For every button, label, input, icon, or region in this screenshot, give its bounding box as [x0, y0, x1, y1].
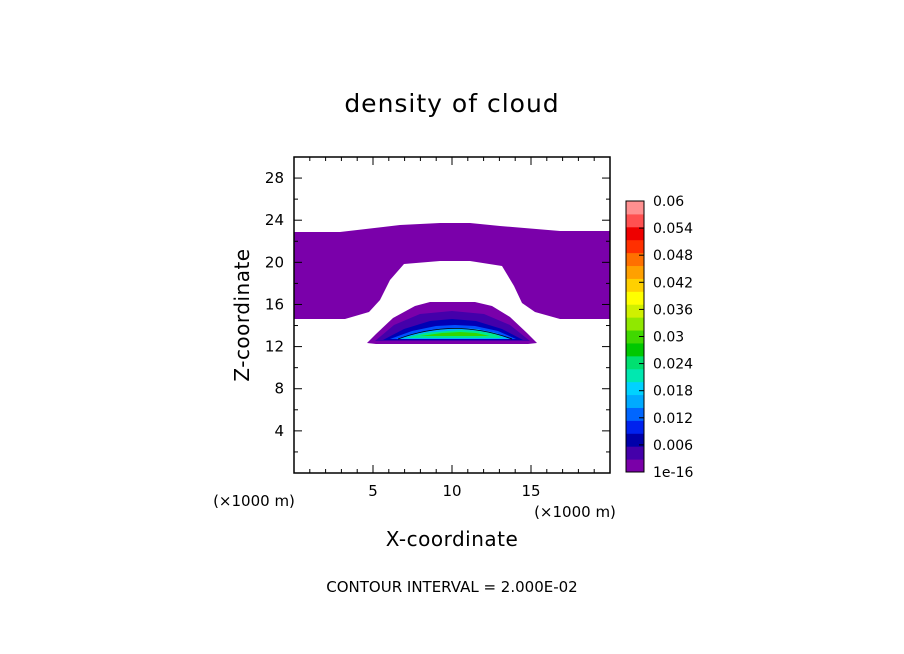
y-unit-label: (×1000 m): [213, 492, 295, 510]
colorbar-segment: [626, 265, 644, 279]
colorbar-label: 0.03: [653, 330, 684, 346]
colorbar-segment: [626, 407, 644, 421]
colorbar-segment: [626, 252, 644, 267]
colorbar-label: 0.048: [653, 248, 693, 264]
x-axis: 5 10 15: [309, 157, 595, 500]
colorbar-segment: [626, 239, 644, 254]
colorbar-label: 0.042: [653, 275, 693, 291]
colorbar-segment: [626, 317, 644, 331]
plot-area: [294, 157, 610, 473]
colorbar: 1e-16 0.006 0.012 0.018 0.024 0.03 0.036 0.042 0…: [625, 194, 693, 481]
colorbar-label: 0.054: [653, 221, 693, 237]
y-tick-label: 16: [265, 295, 284, 313]
core-cloud-region: [367, 302, 537, 344]
colorbar-label: 0.024: [653, 357, 693, 373]
x-unit-label: (×1000 m): [534, 503, 616, 521]
colorbar-label: 1e-16: [653, 465, 693, 481]
colorbar-segment: [626, 213, 644, 228]
colorbar-segment: [626, 304, 644, 318]
y-tick-label: 28: [265, 169, 284, 187]
x-tick-label: 10: [442, 482, 461, 500]
x-tick-label: 5: [368, 482, 378, 500]
y-tick-label: 4: [274, 422, 284, 440]
x-axis-label: X-coordinate: [386, 527, 519, 551]
colorbar-label: 0.018: [653, 384, 693, 400]
colorbar-segment: [626, 394, 644, 408]
colorbar-label: 0.006: [653, 438, 693, 454]
colorbar-label: 0.012: [653, 411, 693, 427]
colorbar-label: 0.06: [653, 194, 684, 210]
y-tick-label: 20: [265, 253, 284, 271]
chart-title: density of cloud: [344, 89, 559, 118]
colorbar-segment: [626, 420, 644, 434]
colorbar-segment: [626, 226, 644, 241]
colorbar-segment: [626, 368, 644, 383]
contour-interval-text: CONTOUR INTERVAL = 2.000E-02: [326, 578, 577, 596]
colorbar-segment: [626, 459, 644, 473]
y-tick-label: 24: [265, 211, 284, 229]
y-tick-label: 12: [265, 338, 284, 356]
colorbar-segment: [626, 446, 644, 460]
colorbar-segment: [626, 355, 644, 370]
y-axis-label: Z-coordinate: [230, 248, 254, 381]
y-axis: 4 8 12 16 20 24 28: [265, 169, 610, 453]
colorbar-segment: [626, 330, 644, 344]
colorbar-label: 0.036: [653, 302, 693, 318]
colorbar-segment: [626, 381, 644, 396]
density-contour-layer-7: [420, 332, 490, 336]
colorbar-segment: [626, 342, 644, 357]
colorbar-segment: [626, 278, 644, 292]
x-tick-label: 15: [521, 482, 540, 500]
y-tick-label: 8: [274, 380, 284, 398]
upper-cloud-region: [294, 223, 610, 319]
colorbar-segment: [626, 201, 644, 215]
colorbar-segment: [626, 291, 644, 305]
colorbar-segment: [626, 433, 644, 447]
contour-line: [397, 328, 513, 340]
